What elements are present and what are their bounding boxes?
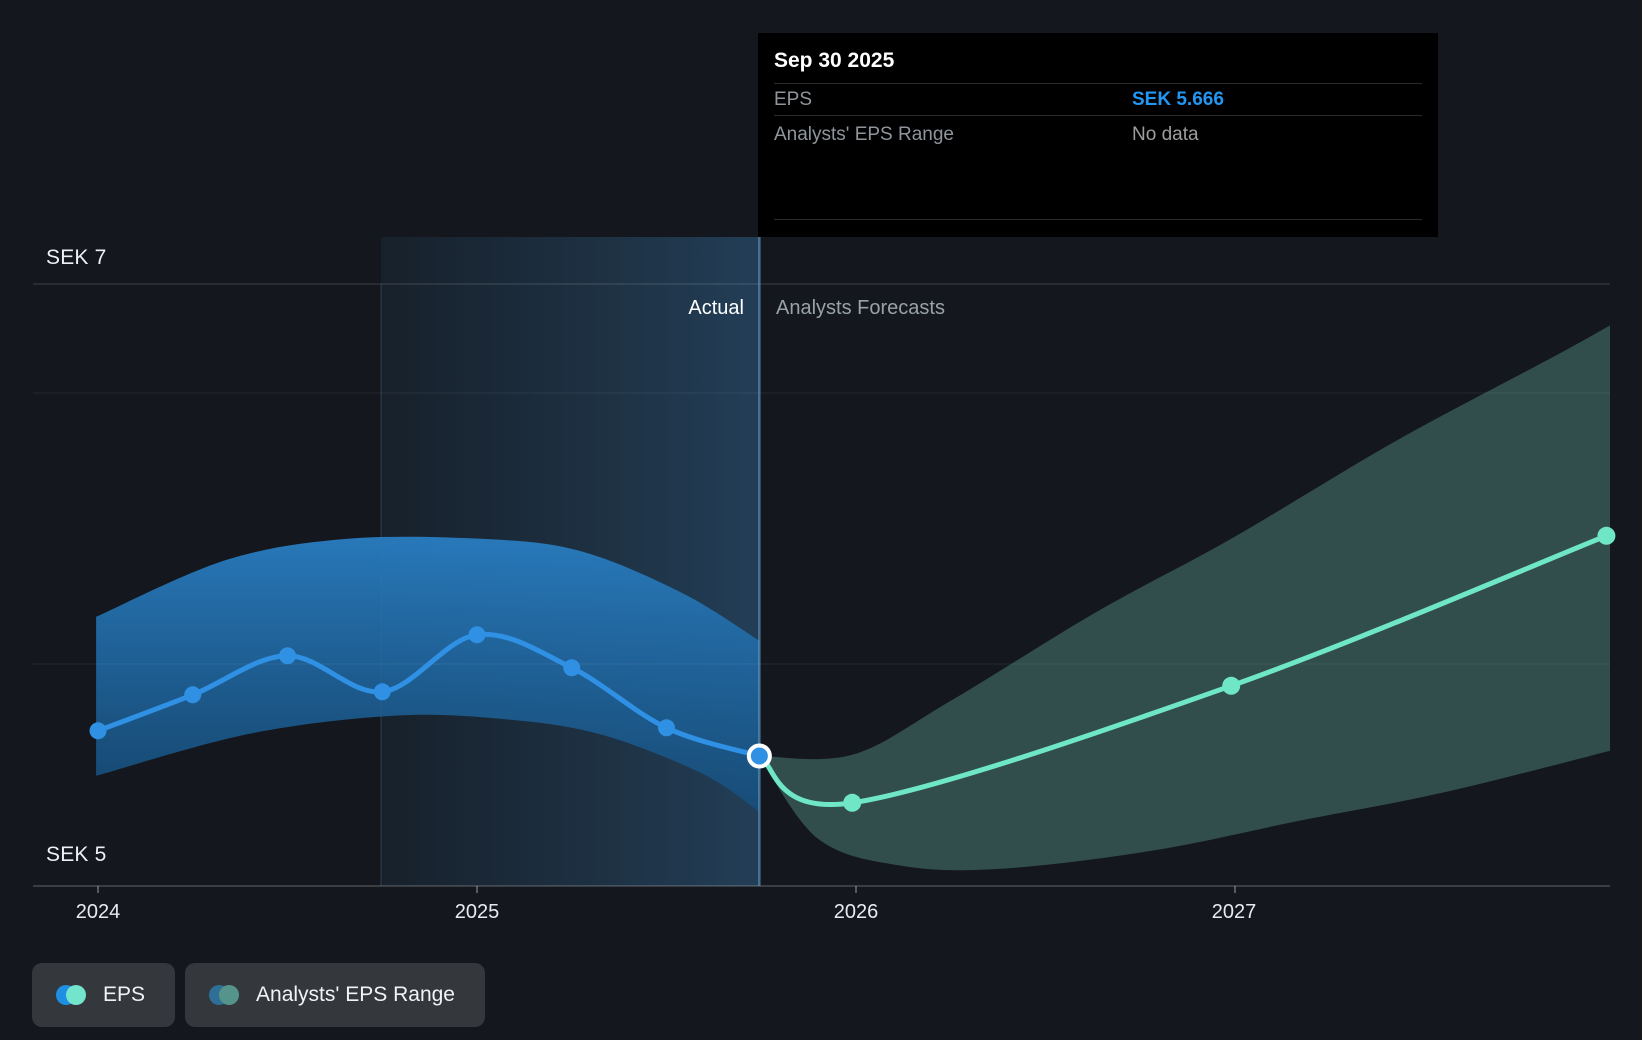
eps-range-legend-icon (209, 985, 240, 1005)
legend-chip-eps-range[interactable]: Analysts' EPS Range (185, 963, 485, 1027)
eps-legend-icon (56, 985, 86, 1005)
tooltip-eps-range-value: No data (1132, 124, 1199, 145)
y-axis-label-bottom: SEK 5 (46, 843, 107, 866)
crosshair-tooltip: Sep 30 2025 EPS SEK 5.666 Analysts' EPS … (758, 33, 1438, 237)
forecast-region-label: Analysts Forecasts (776, 297, 945, 319)
tooltip-eps-range-label: Analysts' EPS Range (774, 124, 954, 145)
actual-region-label: Actual (688, 297, 744, 319)
tooltip-row-eps-range: Analysts' EPS Range No data (774, 116, 1422, 153)
tooltip-row-eps: EPS SEK 5.666 (774, 84, 1422, 116)
tooltip-eps-label: EPS (774, 89, 813, 110)
x-axis-label-2024: 2024 (75, 901, 121, 923)
tooltip-date: Sep 30 2025 (774, 33, 1422, 84)
eps-forecast-color-dot (66, 985, 86, 1005)
chart-legend: EPS Analysts' EPS Range (32, 963, 485, 1027)
x-axis-label-2026: 2026 (833, 901, 879, 923)
y-axis-label-top: SEK 7 (46, 246, 107, 269)
legend-label-eps-range: Analysts' EPS Range (256, 983, 455, 1006)
tooltip-eps-value: SEK 5.666 (1132, 89, 1224, 110)
legend-chip-eps[interactable]: EPS (32, 963, 176, 1027)
eps-range-forecast-color-dot (219, 985, 240, 1005)
tooltip-divider (774, 219, 1422, 220)
x-axis-label-2025: 2025 (454, 901, 500, 923)
x-axis-label-2027: 2027 (1211, 901, 1257, 923)
legend-label-eps: EPS (103, 983, 146, 1006)
